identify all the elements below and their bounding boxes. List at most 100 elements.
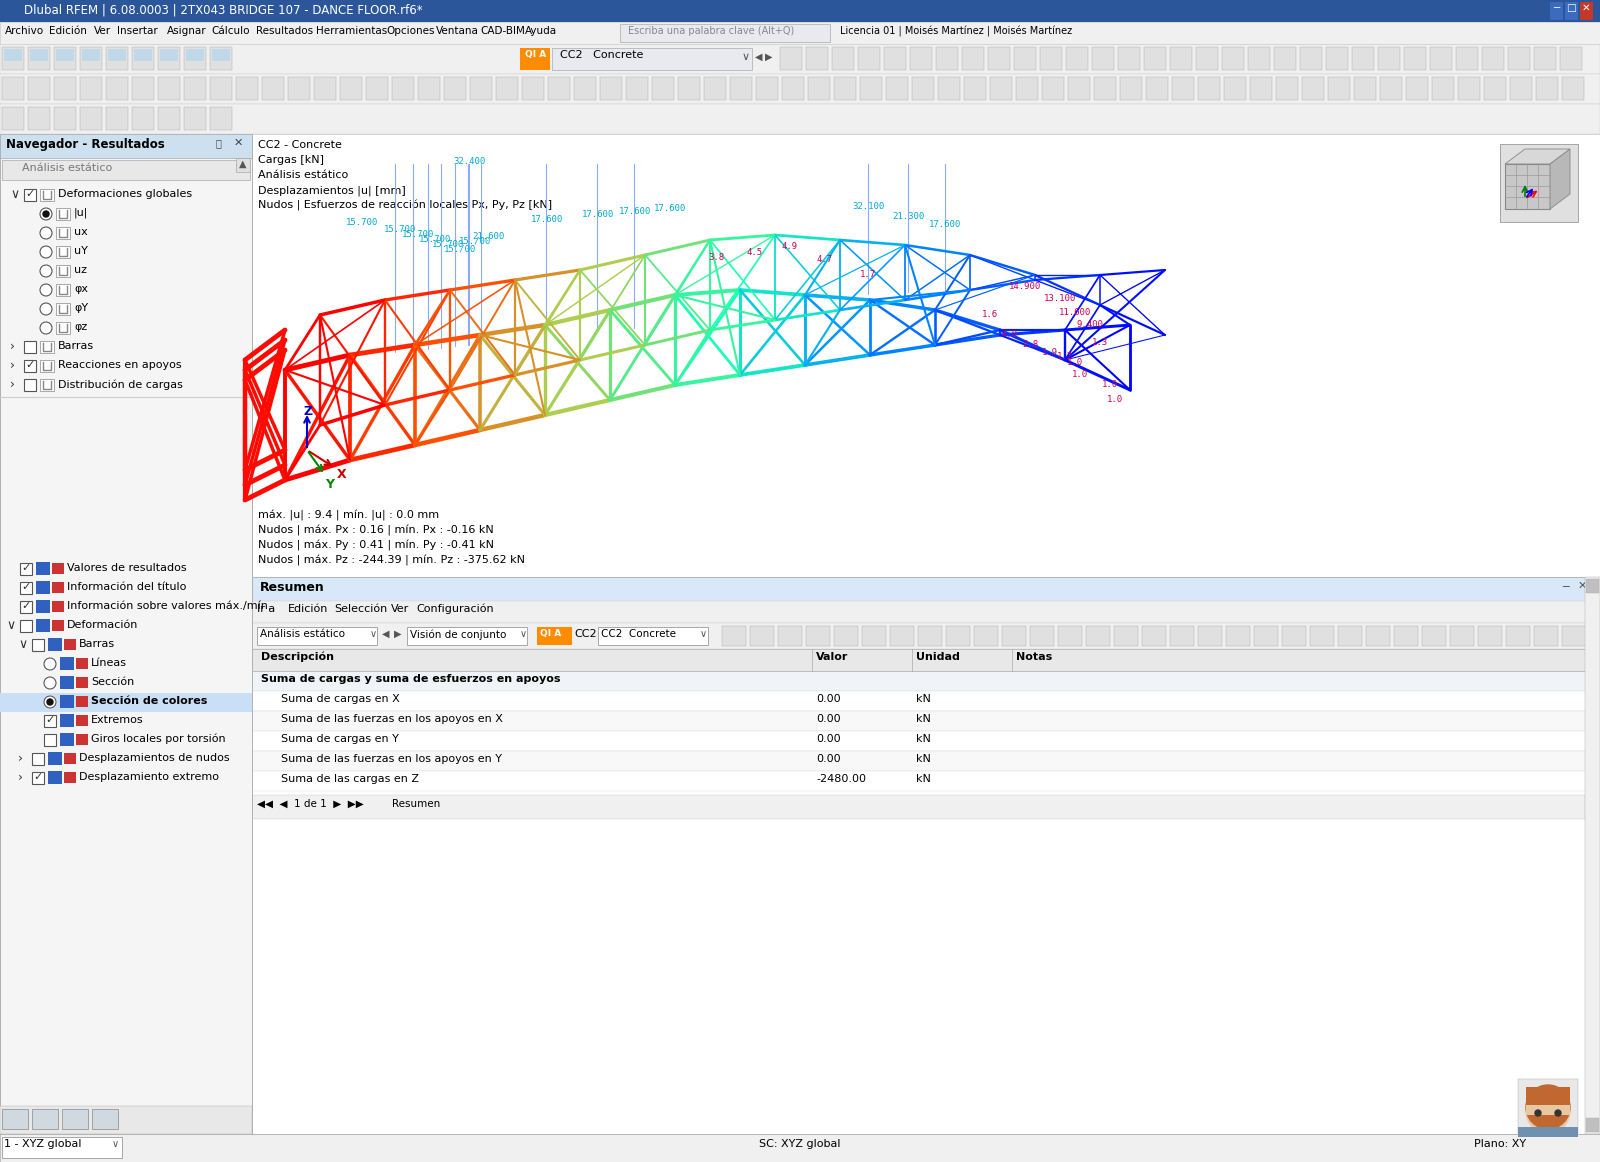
Text: ✓: ✓ (21, 564, 30, 573)
Bar (253, 670, 1600, 691)
Text: Nudos | máx. Px : 0.16 | mín. Px : -0.16 kN: Nudos | máx. Px : 0.16 | mín. Px : -0.16… (258, 525, 494, 536)
Circle shape (40, 322, 51, 333)
Bar (834, 77, 856, 100)
Bar (210, 46, 232, 70)
Text: 17.600: 17.600 (531, 215, 563, 224)
Text: 1 - XYZ global: 1 - XYZ global (3, 1139, 82, 1149)
Bar (1394, 626, 1418, 646)
Text: ›: › (18, 752, 22, 765)
Text: Configuración: Configuración (416, 604, 494, 615)
Text: CC2: CC2 (574, 629, 597, 639)
Bar (1310, 626, 1334, 646)
Bar (51, 582, 64, 593)
Circle shape (1534, 1110, 1541, 1116)
Bar (1560, 46, 1582, 70)
Text: Barras: Barras (78, 639, 115, 650)
Text: Notas: Notas (1016, 652, 1053, 662)
Text: ∨: ∨ (520, 629, 526, 639)
Bar (1040, 46, 1062, 70)
Text: 1.0: 1.0 (1067, 358, 1083, 367)
Text: Cargas [kN]: Cargas [kN] (258, 155, 323, 165)
Text: Resultados: Resultados (256, 26, 314, 36)
Text: ∨: ∨ (6, 619, 14, 632)
Text: Opciones: Opciones (386, 26, 435, 36)
Bar (1016, 77, 1038, 100)
Bar (51, 564, 64, 574)
Text: SC: XYZ global: SC: XYZ global (760, 1139, 840, 1149)
Text: Reacciones en apoyos: Reacciones en apoyos (58, 360, 182, 370)
Bar (253, 751, 1600, 772)
Bar (781, 46, 802, 70)
Polygon shape (1550, 149, 1570, 209)
Text: 1.0: 1.0 (1107, 395, 1123, 404)
Text: Suma de las cargas en Z: Suma de las cargas en Z (282, 774, 419, 784)
Text: 15.700: 15.700 (346, 218, 378, 227)
Bar (1586, 578, 1600, 1134)
Text: |u|: |u| (74, 208, 88, 218)
Bar (1562, 77, 1584, 100)
Bar (1142, 626, 1166, 646)
Text: Resumen: Resumen (259, 581, 325, 594)
Bar (0, 0, 1600, 22)
Text: Valores de resultados: Valores de resultados (67, 564, 187, 573)
Text: Selección: Selección (334, 604, 387, 614)
Bar (19, 564, 32, 575)
Text: 17.600: 17.600 (930, 220, 962, 229)
Bar (574, 77, 595, 100)
Bar (1222, 46, 1245, 70)
Bar (834, 626, 858, 646)
Text: CC2   Concrete: CC2 Concrete (560, 50, 643, 60)
Text: ›: › (10, 340, 14, 353)
Text: ✕: ✕ (1582, 3, 1590, 13)
Bar (54, 77, 77, 100)
Text: Unidad: Unidad (915, 652, 960, 662)
Bar (51, 601, 64, 612)
Bar (1352, 46, 1374, 70)
Bar (1581, 2, 1594, 20)
Text: Suma de cargas en X: Suma de cargas en X (282, 694, 400, 704)
Bar (1534, 46, 1555, 70)
Bar (64, 753, 77, 763)
Bar (1094, 77, 1117, 100)
Bar (253, 691, 1600, 711)
Bar (253, 134, 1600, 578)
Bar (1326, 46, 1347, 70)
Text: -2480.00: -2480.00 (816, 774, 866, 784)
Bar (1507, 46, 1530, 70)
Bar (366, 77, 387, 100)
Bar (56, 322, 70, 333)
Text: Y: Y (325, 478, 334, 492)
Bar (109, 49, 126, 60)
Bar (40, 379, 54, 390)
Bar (470, 77, 493, 100)
Text: 14.900: 14.900 (1010, 282, 1042, 290)
Text: 0.00: 0.00 (816, 694, 840, 704)
Circle shape (40, 303, 51, 315)
Bar (131, 107, 154, 130)
Circle shape (45, 696, 56, 708)
Bar (621, 24, 830, 42)
Text: ─: ─ (1562, 581, 1568, 591)
Bar (808, 77, 830, 100)
Bar (1586, 579, 1598, 593)
Text: 3.8: 3.8 (707, 253, 725, 261)
Bar (158, 46, 179, 70)
Bar (29, 46, 50, 70)
Bar (1562, 626, 1586, 646)
Bar (1086, 626, 1110, 646)
Bar (211, 49, 230, 60)
Text: 32.400: 32.400 (453, 157, 485, 166)
Text: 11.600: 11.600 (1059, 308, 1091, 317)
Bar (1366, 626, 1390, 646)
Bar (1450, 626, 1474, 646)
Text: 0.00: 0.00 (816, 713, 840, 724)
Bar (757, 77, 778, 100)
Text: ✓: ✓ (21, 601, 30, 611)
Bar (806, 626, 830, 646)
Bar (1030, 626, 1054, 646)
Bar (1171, 77, 1194, 100)
Bar (1254, 626, 1278, 646)
Bar (0, 105, 1600, 134)
Text: Edición: Edición (288, 604, 328, 614)
Circle shape (40, 265, 51, 277)
